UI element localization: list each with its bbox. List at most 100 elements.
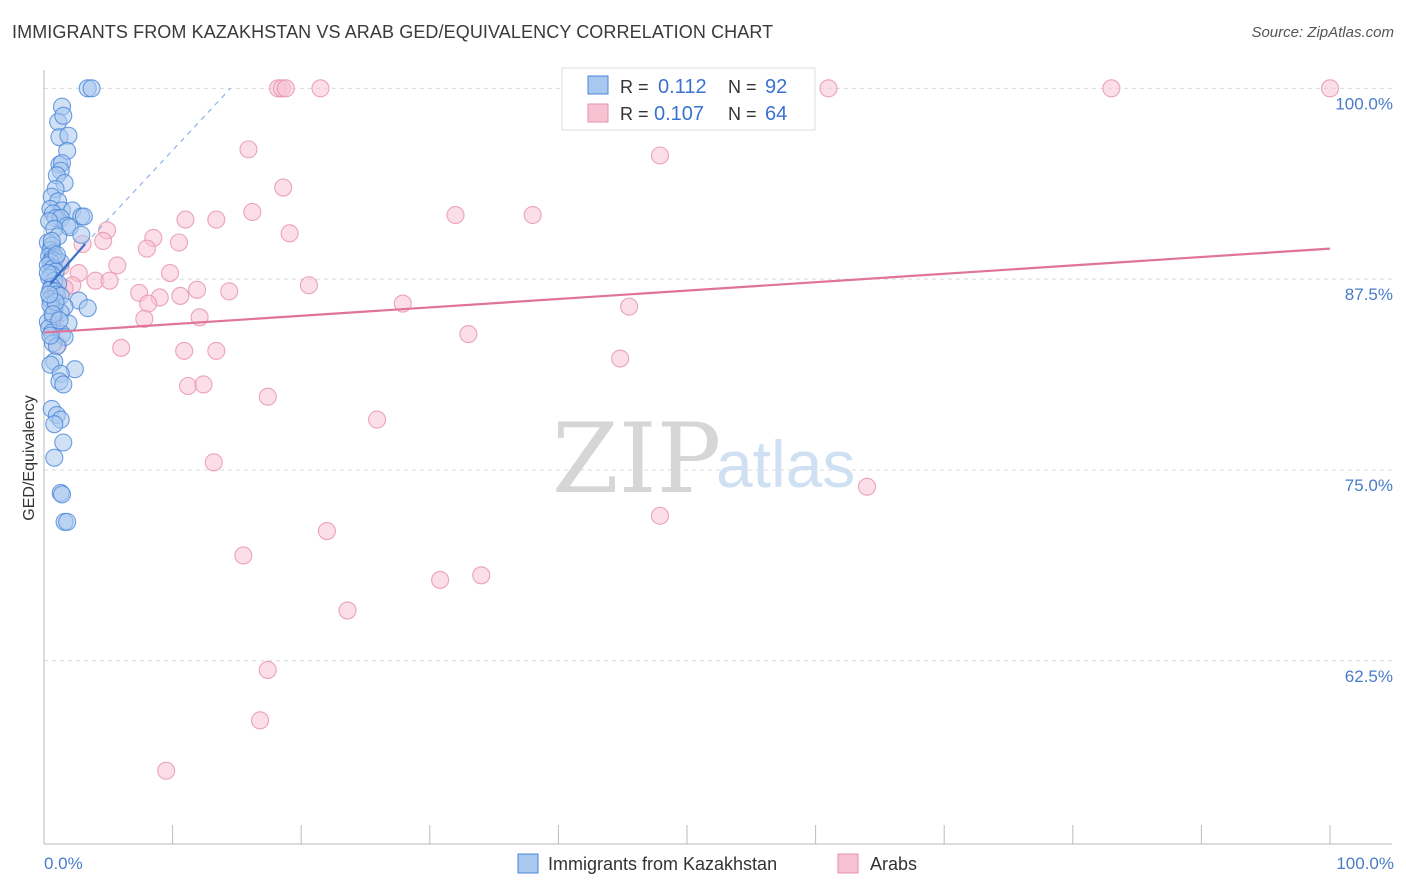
stats-swatch-kazakhstan	[587, 75, 609, 95]
stats-box: R = 0.112 N = 92 R = 0.107 N = 64	[561, 67, 816, 131]
stats-r-value-arabs: 0.107	[654, 103, 704, 125]
data-point	[258, 387, 277, 406]
data-point	[54, 106, 73, 125]
data-point	[819, 79, 838, 98]
data-point	[50, 311, 69, 330]
stats-n-label: N =	[728, 104, 757, 124]
legend-label-kazakhstan: Immigrants from Kazakhstan	[548, 854, 777, 874]
data-point	[207, 210, 226, 229]
data-point	[650, 146, 670, 165]
grid-lines	[44, 87, 1392, 662]
data-point	[45, 448, 64, 467]
data-point	[317, 521, 336, 541]
data-point	[1102, 79, 1121, 98]
y-tick-label: 62.5%	[1345, 667, 1393, 686]
data-point	[54, 375, 73, 394]
trend-line-arabs	[43, 247, 1331, 334]
stats-n-value-kazakhstan: 92	[765, 76, 787, 98]
data-point	[472, 566, 491, 585]
data-point	[446, 205, 465, 225]
data-point	[178, 376, 198, 396]
data-point	[112, 338, 131, 357]
data-point	[234, 546, 253, 565]
data-point	[650, 506, 670, 525]
data-point	[338, 601, 357, 620]
data-point	[38, 263, 57, 283]
source-attribution: Source: ZipAtlas.com	[1251, 24, 1394, 41]
data-point	[368, 410, 387, 429]
data-point	[187, 280, 207, 299]
y-axis-label: GED/Equivalency	[21, 395, 38, 520]
y-tick-label: 87.5%	[1345, 285, 1393, 304]
legend: Immigrants from Kazakhstan Arabs	[517, 853, 917, 874]
data-point	[258, 660, 277, 680]
stats-n-value-arabs: 64	[765, 103, 787, 125]
data-point	[175, 341, 194, 360]
data-point	[139, 294, 158, 313]
data-point	[45, 415, 64, 434]
data-point	[41, 326, 60, 345]
stats-n-label: N =	[728, 77, 757, 97]
data-point	[171, 286, 190, 305]
watermark-atlas: atlas	[716, 427, 855, 501]
data-point	[620, 297, 639, 316]
watermark: ZIP atlas	[552, 403, 855, 515]
data-point	[47, 245, 66, 264]
data-point	[250, 711, 270, 730]
stats-r-label: R =	[620, 104, 649, 124]
data-point	[100, 271, 119, 290]
data-point	[243, 202, 262, 222]
data-point	[169, 233, 189, 252]
data-point	[54, 433, 73, 452]
data-point	[280, 224, 299, 243]
data-point	[78, 299, 97, 318]
data-point	[157, 761, 176, 780]
data-point	[274, 178, 293, 197]
data-point	[311, 79, 330, 98]
data-point	[459, 325, 478, 344]
data-point	[58, 512, 77, 531]
stats-r-value-kazakhstan: 0.112	[658, 76, 707, 98]
data-point	[176, 210, 195, 229]
data-point	[160, 263, 180, 283]
x-ticks	[43, 825, 1331, 844]
chart-title: IMMIGRANTS FROM KAZAKHSTAN VS ARAB GED/E…	[12, 22, 774, 42]
legend-label-arabs: Arabs	[870, 854, 917, 874]
data-point	[74, 207, 93, 226]
data-point	[523, 205, 542, 225]
data-point	[135, 309, 154, 328]
data-point	[72, 225, 91, 244]
data-point	[1320, 79, 1340, 98]
watermark-zip: ZIP	[552, 403, 721, 515]
x-tick-label-max: 100.0%	[1336, 854, 1394, 873]
y-tick-labels: 100.0% 87.5% 75.0% 62.5%	[1335, 94, 1393, 685]
data-point	[52, 485, 72, 504]
data-point	[59, 126, 78, 145]
data-point	[611, 349, 630, 368]
data-point	[40, 285, 59, 304]
y-tick-label: 75.0%	[1345, 476, 1393, 495]
data-point	[220, 282, 239, 301]
data-point	[299, 276, 318, 295]
y-tick-label: 100.0%	[1335, 94, 1393, 113]
arabs-points	[45, 79, 1340, 780]
data-point	[108, 256, 127, 275]
data-point	[431, 570, 450, 589]
data-point	[82, 79, 101, 98]
data-point	[207, 341, 226, 360]
legend-swatch-kazakhstan	[517, 853, 539, 874]
stats-swatch-arabs	[587, 103, 609, 123]
data-point	[94, 231, 113, 251]
data-point	[239, 140, 258, 159]
trend-line-kazakhstan	[49, 243, 86, 285]
data-point	[137, 239, 156, 258]
x-tick-label-min: 0.0%	[44, 854, 83, 873]
data-point	[857, 477, 877, 496]
legend-swatch-arabs	[837, 853, 859, 874]
data-point	[194, 375, 213, 394]
stats-r-label: R =	[620, 77, 649, 97]
data-point	[204, 453, 223, 472]
data-point	[276, 79, 295, 98]
trend-lines	[43, 87, 1331, 334]
